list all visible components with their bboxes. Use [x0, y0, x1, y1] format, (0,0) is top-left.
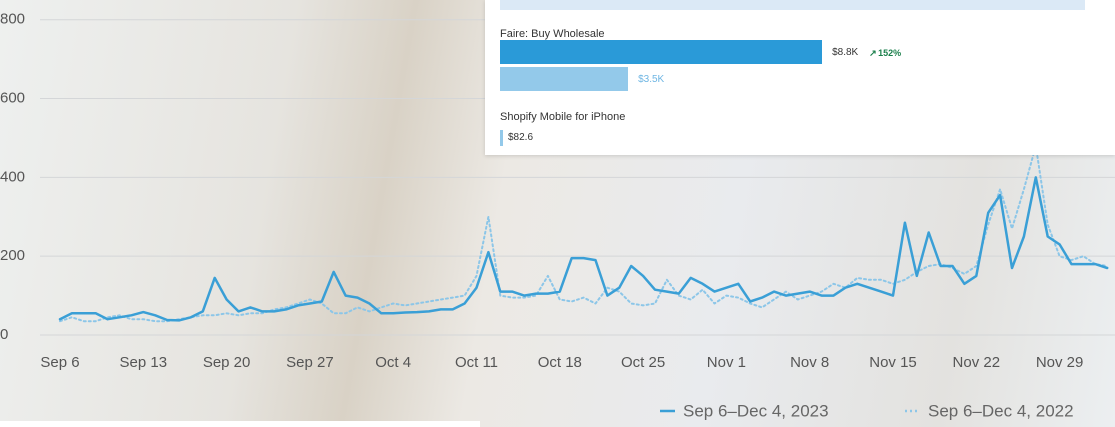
y-tick-label: 800 — [0, 11, 25, 28]
value-label: $82.6 — [508, 132, 533, 143]
change-icon: ↗ — [869, 48, 877, 59]
x-tick-label: Nov 8 — [790, 354, 829, 371]
x-tick-label: Sep 20 — [203, 354, 251, 371]
series-line — [60, 177, 1107, 320]
value-label: $3.5K — [638, 74, 664, 85]
x-tick-label: Oct 11 — [455, 354, 498, 371]
y-tick-label: 0 — [0, 326, 8, 343]
series-line — [60, 146, 1107, 321]
x-tick-label: Oct 25 — [621, 354, 665, 371]
y-tick-label: 400 — [0, 168, 25, 185]
bar-current — [500, 40, 822, 64]
x-tick-label: Oct 4 — [375, 354, 411, 371]
app-name: Shopify Mobile for iPhone — [500, 111, 625, 123]
x-tick-label: Nov 22 — [953, 354, 1001, 371]
value-label: $8.8K — [832, 47, 858, 58]
x-tick-label: Sep 6 — [40, 354, 79, 371]
x-tick-label: Nov 1 — [707, 354, 746, 371]
legend-label: Sep 6–Dec 4, 2023 — [683, 401, 829, 420]
y-tick-label: 200 — [0, 247, 25, 264]
bar-clipped — [500, 0, 1085, 10]
x-tick-label: Sep 27 — [286, 354, 334, 371]
x-tick-label: Nov 29 — [1036, 354, 1084, 371]
change-label: 152% — [878, 48, 901, 58]
app-name: Faire: Buy Wholesale — [500, 28, 605, 40]
screen: 0 200 400 600 800 Sep 6 Sep 13 Sep 20 Sep 27 Oct … — [0, 0, 1115, 427]
x-tick-label: Sep 13 — [120, 354, 168, 371]
x-tick-label: Nov 15 — [869, 354, 917, 371]
bar-previous — [500, 67, 628, 91]
y-tick-label: 600 — [0, 89, 25, 106]
bar-current — [500, 130, 503, 146]
app-breakdown-card: Faire: Buy Wholesale $8.8K ↗152% $3.5K Shopi… — [485, 0, 1115, 155]
card-edge — [0, 421, 480, 427]
legend-label: Sep 6–Dec 4, 2022 — [928, 401, 1074, 420]
x-tick-label: Oct 18 — [538, 354, 582, 371]
